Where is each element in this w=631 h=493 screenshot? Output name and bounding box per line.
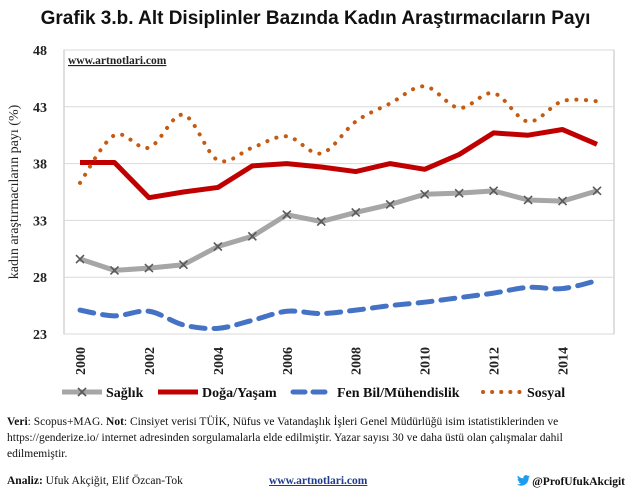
source-label: Veri — [7, 416, 28, 428]
series-0-marker — [420, 189, 430, 199]
site-link[interactable]: www.artnotlari.com — [269, 475, 368, 487]
twitter-bird-icon — [517, 475, 531, 486]
series-1-line — [80, 127, 598, 201]
series-0-marker — [109, 265, 120, 275]
legend-label-2: Fen Bil/Mühendislik — [337, 386, 460, 401]
series-0-marker — [351, 207, 361, 218]
y-tick-label: 33 — [33, 214, 47, 229]
credits-bar: Analiz: Ufuk Akçiğit, Elif Özcan-Tok www… — [7, 475, 625, 491]
y-tick-label: 48 — [33, 44, 47, 59]
y-tick-label: 23 — [33, 328, 47, 343]
note-label: Not — [106, 416, 124, 428]
series-0-marker — [592, 186, 602, 196]
x-tick-label: 2004 — [212, 347, 227, 375]
series-0-marker — [385, 199, 395, 210]
twitter-handle: @ProfUfukAkcigit — [532, 476, 625, 488]
y-axis-label: kadın araştırmacıların payı (%) — [7, 104, 22, 279]
series-0-marker — [557, 196, 568, 206]
series-0-marker — [247, 231, 257, 241]
analysis-label: Analiz: — [7, 475, 43, 487]
series-0-marker — [489, 186, 499, 196]
source-text: : Scopus+MAG. — [27, 416, 107, 428]
series-0-marker — [178, 260, 188, 270]
y-tick-label: 43 — [33, 101, 47, 116]
legend-label-0: Sağlık — [106, 386, 144, 401]
x-tick-label: 2002 — [143, 347, 158, 375]
x-tick-label: 2010 — [419, 347, 434, 375]
note-text: : Cinsiyet verisi TÜİK, Nüfus ve Vatanda… — [7, 416, 563, 460]
watermark: www.artnotlari.com — [68, 55, 167, 67]
twitter-credit[interactable]: @ProfUfukAkcigit — [517, 475, 625, 488]
series-3-line — [78, 84, 599, 185]
x-tick-label: 2000 — [74, 347, 89, 375]
series-0-marker — [282, 210, 292, 220]
series-0-marker — [523, 195, 533, 205]
series-2-line — [77, 278, 600, 332]
series-0-marker — [213, 241, 223, 252]
legend-marker-0 — [77, 387, 87, 397]
analysis-credit: Analiz: Ufuk Akçiğit, Elif Özcan-Tok — [7, 475, 183, 487]
legend-label-3: Sosyal — [527, 386, 565, 401]
x-tick-label: 2008 — [350, 347, 365, 375]
line-chart: 23 28 33 38 43 48 2000 2002 2004 2006 2008 2010 2012… — [7, 44, 615, 401]
y-tick-label: 38 — [33, 158, 47, 173]
series-0-line — [79, 188, 598, 273]
legend-label-1: Doğa/Yaşam — [202, 386, 277, 401]
series-0-marker — [75, 254, 85, 264]
series-0-marker — [316, 216, 326, 227]
analysis-authors: Ufuk Akçiğit, Elif Özcan-Tok — [42, 475, 183, 487]
series-0-marker — [144, 263, 154, 273]
y-tick-label: 28 — [33, 271, 47, 286]
x-tick-label: 2006 — [281, 347, 296, 375]
series-0-marker — [454, 188, 464, 198]
source-note: Veri: Scopus+MAG. Not: Cinsiyet verisi T… — [7, 414, 625, 462]
chart-title: Grafik 3.b. Alt Disiplinler Bazında Kadı… — [40, 8, 591, 29]
x-tick-label: 2014 — [557, 347, 572, 375]
x-tick-label: 2012 — [488, 347, 503, 375]
